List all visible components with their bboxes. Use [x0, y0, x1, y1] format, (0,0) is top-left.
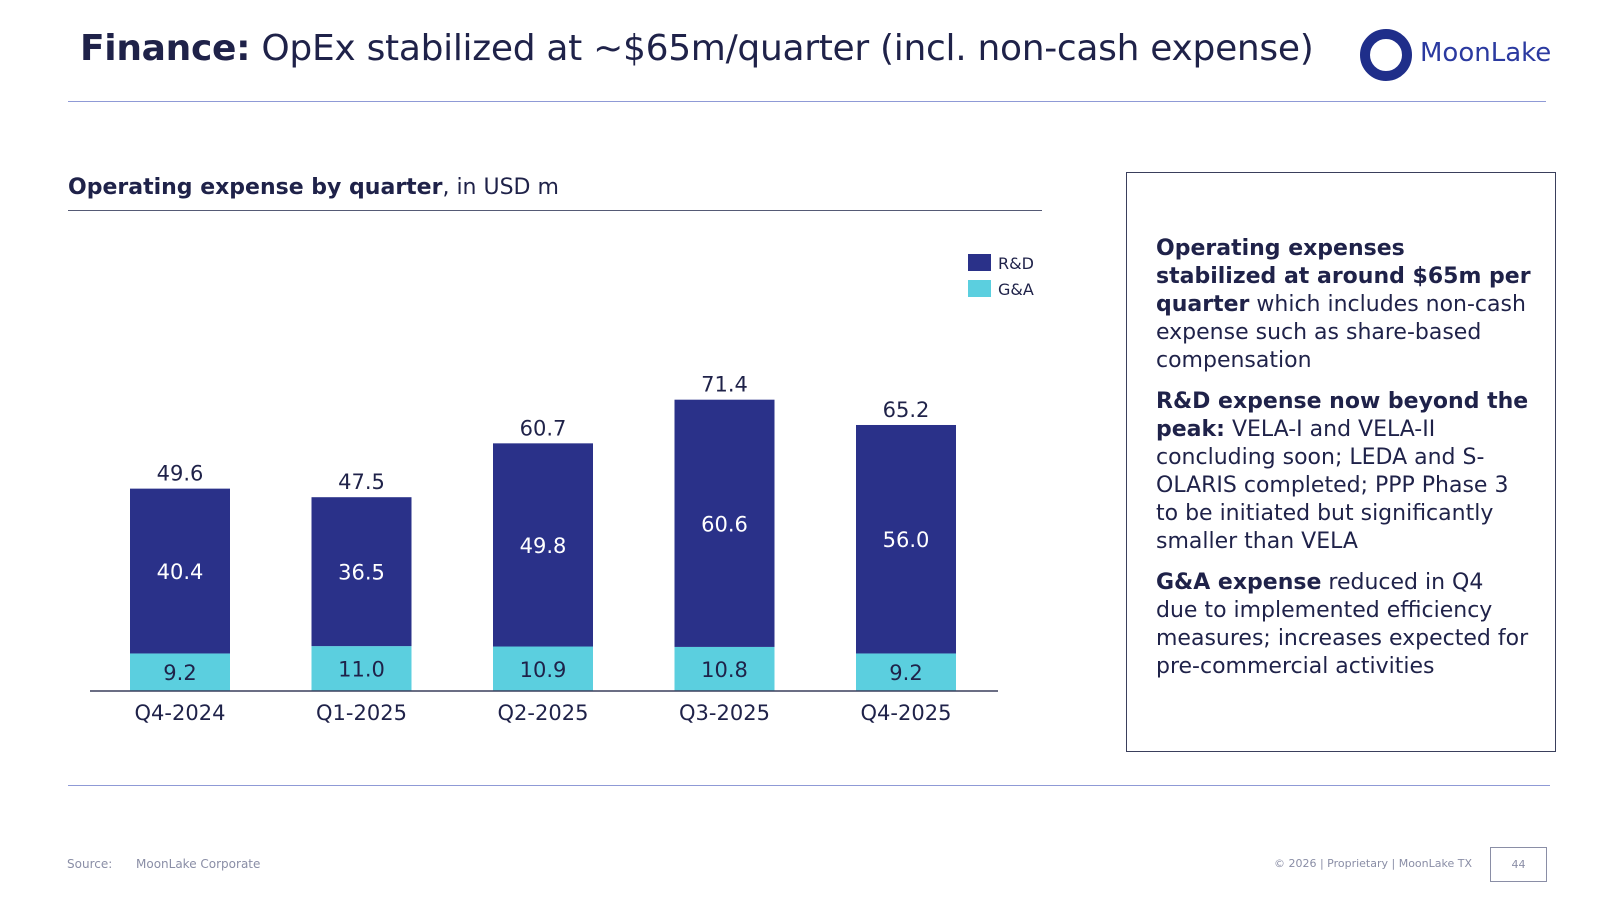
bar-label-rnd-q4-2025: 56.0 — [883, 528, 930, 552]
x-tick-q4-2025: Q4-2025 — [861, 701, 952, 725]
bar-gna-q4-2025 — [856, 653, 956, 691]
page-title-rest: OpEx stabilized at ~$65m/quarter (incl. … — [250, 28, 1314, 69]
bar-label-gna-q4-2024: 9.2 — [163, 661, 196, 685]
footer-copyright: © 2026 | Proprietary | MoonLake TX — [1273, 857, 1472, 870]
bar-label-gna-q1-2025: 11.0 — [338, 658, 385, 682]
legend-label-gna: G&A — [998, 280, 1034, 299]
company-logo: MoonLake — [1360, 29, 1552, 81]
bar-label-rnd-q4-2024: 40.4 — [157, 560, 204, 584]
commentary-rnd-bold: R&D expense now beyond the peak: — [1156, 389, 1529, 442]
legend-swatch-rnd — [968, 254, 991, 271]
bar-rnd-q2-2025 — [493, 443, 593, 647]
bar-label-rnd-q3-2025: 60.6 — [701, 512, 748, 536]
chart-title-divider — [68, 210, 1042, 211]
x-tick-q4-2024: Q4-2024 — [135, 701, 226, 725]
bar-rnd-q3-2025 — [674, 399, 775, 647]
commentary-gna-bold: G&A expense — [1156, 570, 1322, 595]
footer-source-value: MoonLake Corporate — [136, 857, 261, 871]
bar-total-q2-2025: 60.7 — [520, 416, 567, 440]
commentary-paragraph-gna: G&A expense reduced in Q4 due to impleme… — [1156, 569, 1531, 681]
commentary-paragraph-rnd: R&D expense now beyond the peak: VELA-I … — [1156, 388, 1531, 556]
bar-gna-q2-2025 — [493, 646, 593, 691]
bar-gna-q1-2025 — [311, 646, 412, 691]
logo-text: MoonLake — [1420, 38, 1552, 68]
moon-logo-icon — [1360, 29, 1412, 81]
bar-rnd-q1-2025 — [311, 497, 412, 647]
chart-title-bold: Operating expense by quarter — [68, 175, 443, 200]
chart-title-suffix: , in USD m — [442, 175, 559, 200]
x-tick-q3-2025: Q3-2025 — [679, 701, 770, 725]
bar-gna-q3-2025 — [674, 646, 775, 691]
opex-stacked-bar-chart: 9.2 40.4 49.6 Q4-2024 11.0 36.5 47.5 Q1-2025 10.… — [90, 254, 1034, 725]
commentary-text: Operating expenses stabilized at around … — [1156, 235, 1531, 694]
commentary-opex-text: which includes non-cash expense such as … — [1156, 292, 1526, 373]
commentary-gna-text: reduced in Q4 due to implemented efficie… — [1156, 570, 1529, 679]
header-divider — [68, 101, 1546, 102]
bar-total-q4-2024: 49.6 — [157, 462, 204, 486]
page-number: 44 — [1490, 847, 1547, 882]
commentary-box: Operating expenses stabilized at around … — [1126, 172, 1556, 752]
x-tick-q2-2025: Q2-2025 — [498, 701, 589, 725]
bar-label-gna-q4-2025: 9.2 — [889, 661, 922, 685]
commentary-opex-bold: Operating expenses stabilized at around … — [1156, 236, 1531, 317]
legend-label-rnd: R&D — [998, 254, 1034, 273]
bar-total-q4-2025: 65.2 — [883, 398, 930, 422]
bar-rnd-q4-2025 — [856, 424, 956, 654]
footer-source-label: Source: — [67, 857, 113, 871]
page-title-bold: Finance: — [80, 28, 251, 69]
commentary-rnd-text: VELA-I and VELA-II concluding soon; LEDA… — [1156, 417, 1509, 554]
commentary-paragraph-opex: Operating expenses stabilized at around … — [1156, 235, 1531, 375]
bar-label-gna-q2-2025: 10.9 — [520, 658, 567, 682]
x-tick-q1-2025: Q1-2025 — [316, 701, 407, 725]
bar-rnd-q4-2024 — [130, 488, 230, 654]
bar-label-rnd-q2-2025: 49.8 — [520, 534, 567, 558]
bar-total-q1-2025: 47.5 — [338, 470, 385, 494]
chart-title: Operating expense by quarter, in USD m — [68, 175, 559, 200]
legend-swatch-gna — [968, 280, 991, 297]
page-title: Finance: OpEx stabilized at ~$65m/quarte… — [80, 28, 1314, 69]
bar-gna-q4-2024 — [130, 653, 230, 691]
bar-label-gna-q3-2025: 10.8 — [701, 658, 748, 682]
footer-divider — [68, 785, 1550, 786]
bar-total-q3-2025: 71.4 — [701, 373, 748, 397]
bar-label-rnd-q1-2025: 36.5 — [338, 561, 385, 585]
